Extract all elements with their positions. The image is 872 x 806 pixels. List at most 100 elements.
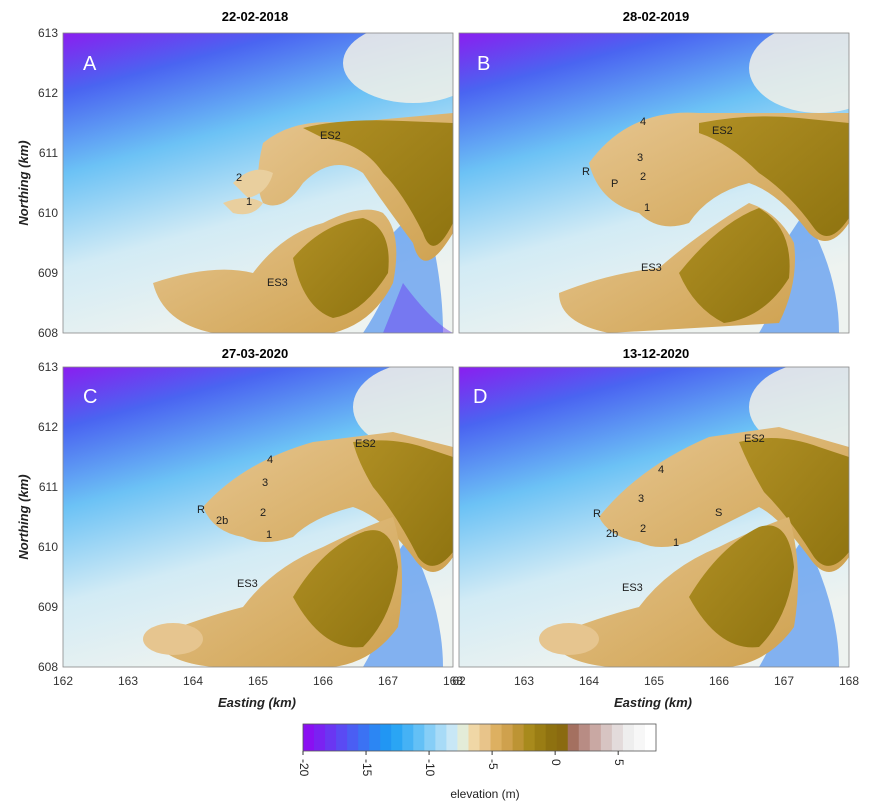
label-r: R	[582, 166, 590, 178]
panel-a: 22-02-2018 A ES2 2 1 ES3	[62, 9, 454, 334]
y-tick-label: 610	[38, 540, 58, 554]
colorbar-segment	[479, 724, 492, 751]
colorbar-segment	[336, 724, 348, 751]
label-bar-1: 1	[644, 202, 650, 214]
colorbar-segment	[380, 724, 392, 751]
colorbar-segment	[358, 724, 370, 751]
label-bar-2: 2	[640, 523, 646, 535]
panel-c-frame	[62, 366, 454, 668]
colorbar-segment	[457, 724, 469, 751]
y-tick-label: 611	[39, 480, 58, 494]
label-es2: ES2	[355, 438, 376, 450]
colorbar-segment	[512, 724, 525, 751]
x-tick-label: 162	[53, 674, 73, 688]
panel-b-frame	[458, 32, 850, 334]
colorbar-label: elevation (m)	[450, 787, 519, 801]
x-tick-label: 62	[452, 674, 466, 688]
colorbar: -20 -15 -10 -5 0 5	[297, 723, 657, 777]
colorbar-segment	[424, 724, 436, 751]
colorbar-segment	[490, 724, 503, 751]
colorbar-tick-label: 0	[549, 759, 563, 766]
panel-b: 28-02-2019 B 4 ES2 R 3 P 2 1 ES3	[458, 9, 850, 334]
colorbar-tick-label: -15	[360, 759, 374, 777]
label-bar-3: 3	[262, 477, 268, 489]
y-tick-label: 613	[38, 360, 58, 374]
y-tick-label: 612	[38, 420, 58, 434]
y-tick-label: 608	[38, 660, 58, 674]
x-tick-label: 164	[579, 674, 599, 688]
panel-a-title: 22-02-2018	[222, 9, 289, 24]
panel-b-title: 28-02-2019	[623, 9, 690, 24]
colorbar-tick-label: -10	[423, 759, 437, 777]
y-tick-label: 613	[38, 26, 58, 40]
label-bar-3: 3	[638, 493, 644, 505]
colorbar-segment	[556, 724, 569, 751]
x-axis-label-right: Easting (km)	[614, 695, 692, 710]
colorbar-segment	[413, 724, 425, 751]
colorbar-segment	[435, 724, 447, 751]
x-tick-label: 167	[378, 674, 398, 688]
panel-b-letter: B	[477, 53, 490, 75]
y-axis-label-top: Northing (km)	[16, 140, 31, 225]
colorbar-segment	[523, 724, 536, 751]
colorbar-segment	[534, 724, 547, 751]
panel-d-frame	[458, 366, 850, 668]
x-tick-label: 168	[443, 674, 463, 688]
label-r: R	[593, 508, 601, 520]
x-tick-label: 163	[514, 674, 534, 688]
colorbar-segment	[347, 724, 359, 751]
colorbar-segment	[468, 724, 480, 751]
panel-c-map	[63, 367, 453, 667]
panel-d-title: 13-12-2020	[623, 346, 690, 361]
label-s: S	[715, 507, 722, 519]
panel-d-letter: D	[473, 386, 487, 408]
colorbar-segment	[589, 724, 602, 751]
colorbar-segment	[633, 724, 646, 751]
label-es2: ES2	[320, 130, 341, 142]
x-tick-label: 167	[774, 674, 794, 688]
y-ticks-top: 613 612 611 610 609 608	[38, 26, 58, 340]
colorbar-segment	[303, 724, 315, 751]
label-es2: ES2	[712, 125, 733, 137]
colorbar-segment	[369, 724, 381, 751]
colorbar-segment	[545, 724, 558, 751]
panel-a-frame	[62, 32, 454, 334]
panel-d: 13-12-2020 D ES2 4 3 R S 2 2b 1 ES3	[458, 346, 850, 668]
x-ticks-left: 162 163 164 165 166 167 168	[53, 674, 463, 688]
label-bar-1: 1	[266, 529, 272, 541]
colorbar-segment	[314, 724, 326, 751]
y-tick-label: 612	[38, 86, 58, 100]
label-es3: ES3	[622, 582, 643, 594]
colorbar-tick-label: 5	[612, 759, 626, 766]
label-bar-4: 4	[640, 116, 646, 128]
label-es2: ES2	[744, 433, 765, 445]
label-bar-2: 2	[640, 171, 646, 183]
panel-d-map	[459, 367, 849, 667]
label-bar-2: 2	[260, 507, 266, 519]
colorbar-segment	[611, 724, 624, 751]
colorbar-frame	[302, 723, 657, 752]
panel-c-letter: C	[83, 386, 97, 408]
colorbar-segment	[391, 724, 403, 751]
y-tick-label: 611	[39, 146, 58, 160]
x-tick-label: 164	[183, 674, 203, 688]
x-tick-label: 166	[313, 674, 333, 688]
y-tick-label: 608	[38, 326, 58, 340]
y-tick-label: 609	[38, 266, 58, 280]
x-ticks-right: 62 163 164 165 166 167 168	[452, 674, 859, 688]
label-p: P	[611, 178, 618, 190]
y-tick-label: 609	[38, 600, 58, 614]
panel-c-title: 27-03-2020	[222, 346, 289, 361]
colorbar-segment	[567, 724, 580, 751]
label-bar-3: 3	[637, 152, 643, 164]
colorbar-tick-label: -20	[297, 759, 311, 777]
y-axis-label-bottom: Northing (km)	[16, 474, 31, 559]
colorbar-segment	[644, 724, 657, 751]
label-bar-1: 1	[673, 537, 679, 549]
label-es3: ES3	[237, 578, 258, 590]
label-bar-2b: 2b	[606, 528, 618, 540]
y-ticks-bottom: 613 612 611 610 609 608	[38, 360, 58, 674]
colorbar-segment	[501, 724, 514, 751]
colorbar-segment	[402, 724, 414, 751]
y-tick-label: 610	[38, 206, 58, 220]
